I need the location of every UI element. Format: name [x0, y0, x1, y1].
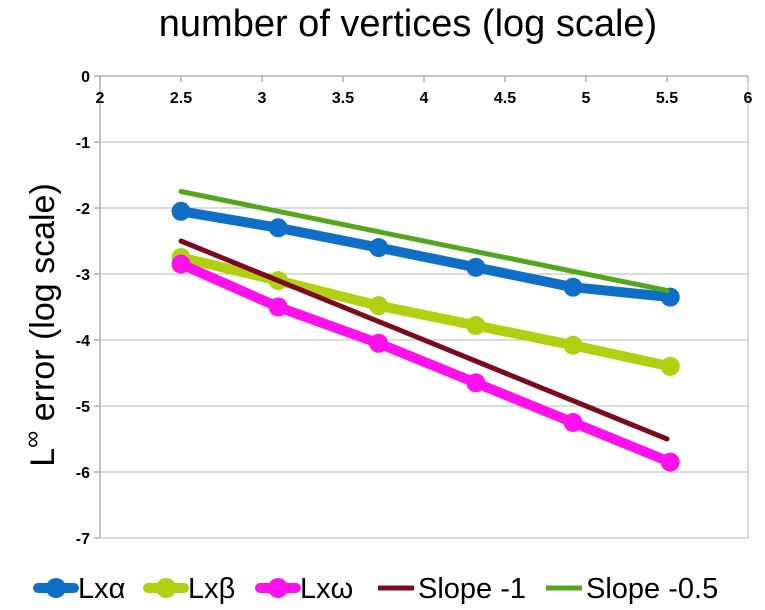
y-tick-label: -1	[76, 135, 90, 152]
data-point	[369, 238, 389, 258]
data-point	[171, 254, 191, 274]
x-tick-label: 2	[96, 90, 105, 107]
legend-swatch-marker	[46, 578, 66, 598]
chart-title: number of vertices (log scale)	[159, 3, 657, 45]
x-tick-label: 3.5	[332, 90, 354, 107]
y-axis-label-sup: ∞	[19, 431, 46, 448]
x-tick-label: 2.5	[170, 90, 192, 107]
data-point	[660, 356, 680, 376]
series-slope-0-5	[178, 189, 670, 293]
gridlines	[100, 76, 749, 539]
data-point	[563, 413, 583, 432]
data-point	[563, 277, 583, 297]
series-line	[178, 238, 670, 442]
y-tick-label: -3	[76, 267, 90, 284]
data-point	[268, 297, 288, 317]
series-line	[176, 259, 676, 468]
legend-item: Lxω	[255, 573, 353, 605]
data-point	[171, 201, 191, 221]
y-tick-label: -2	[76, 201, 90, 218]
series-line	[178, 189, 670, 293]
x-tick-label: 3	[258, 90, 267, 107]
y-axis-label-main: L	[24, 448, 62, 467]
x-tick-label: 5.5	[656, 90, 678, 107]
legend-swatch-marker	[268, 578, 288, 598]
legend-label: Slope -0.5	[586, 573, 718, 605]
series-lx-	[171, 254, 680, 472]
data-point	[369, 296, 389, 316]
x-tick-label: 4.5	[494, 90, 516, 107]
x-tick-labels: 2 2.5 3 3.5 4 4.5 5 5.5 6	[96, 90, 753, 107]
axes	[94, 75, 749, 539]
data-point	[466, 315, 486, 335]
legend-swatch-marker	[156, 578, 176, 598]
data-point	[660, 452, 680, 472]
x-tick-label: 6	[744, 90, 753, 107]
y-tick-label: -6	[76, 465, 90, 482]
legend-label: Slope -1	[418, 573, 526, 605]
data-point	[563, 335, 583, 355]
series-lx-	[171, 201, 680, 307]
x-tick-label: 5	[582, 90, 591, 107]
y-tick-label: 0	[81, 69, 90, 86]
series-slope-1	[178, 238, 670, 442]
series-line	[176, 252, 676, 372]
legend-label: Lxω	[300, 573, 353, 605]
x-tick-label: 4	[420, 90, 429, 107]
series-layer	[171, 189, 680, 472]
legend-label: Lxβ	[188, 573, 235, 605]
data-point	[268, 218, 288, 238]
y-tick-labels: 0 -1 -2 -3 -4 -5 -6 -7	[76, 69, 90, 548]
data-point	[466, 373, 486, 393]
y-tick-label: -4	[76, 333, 90, 350]
y-axis-label-rest: error (log scale)	[24, 183, 62, 431]
legend-item: Slope -0.5	[546, 573, 718, 605]
y-tick-label: -5	[76, 399, 90, 416]
data-point	[369, 333, 389, 353]
legend-item: Lxβ	[143, 573, 235, 605]
series-line	[176, 206, 676, 303]
data-point	[466, 257, 486, 277]
y-axis-label: L∞ error (log scale)	[19, 183, 62, 467]
y-tick-label: -7	[76, 531, 90, 548]
legend-label: Lxα	[78, 573, 125, 605]
legend-item: Lxα	[33, 573, 125, 605]
legend: Lxα Lxβ Lxω Slope -1 Slope -0.5	[33, 573, 718, 605]
legend-item: Slope -1	[378, 573, 526, 605]
